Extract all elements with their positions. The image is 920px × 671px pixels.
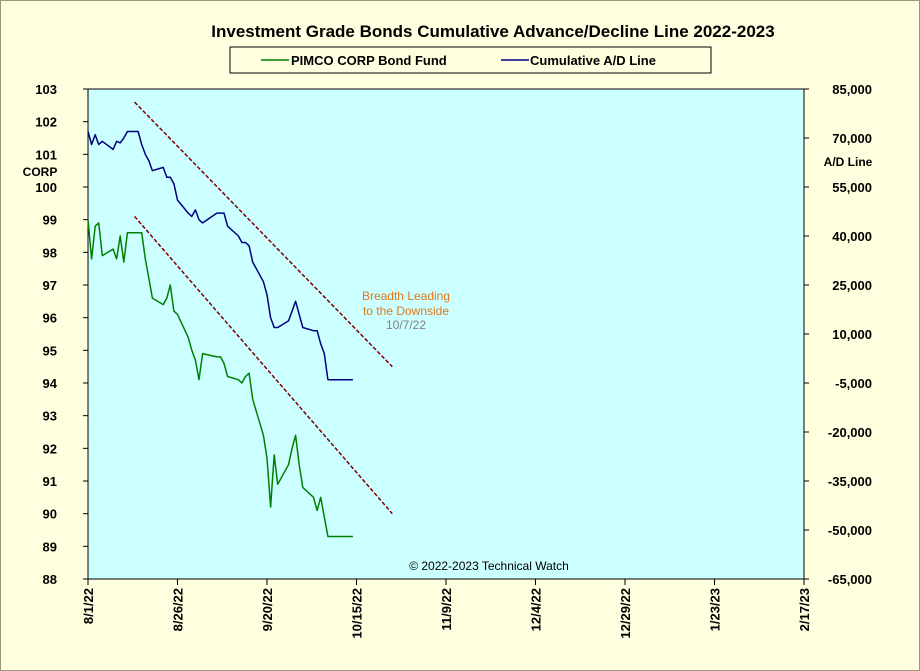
series-lines: [87, 130, 353, 538]
legend-box: [229, 46, 712, 74]
left-axis: 88 89 90 91 92 93 94 95 96 97 98 99 100 101 102 103: [35, 82, 88, 587]
left-tick-label: 95: [43, 343, 57, 358]
right-tick-label: -5,000: [835, 376, 872, 391]
series-line-pimco: [87, 219, 353, 538]
chart-title: Investment Grade Bonds Cumulative Advanc…: [211, 22, 774, 41]
left-tick-label: 100: [35, 180, 57, 195]
x-tick-label: 12/29/22: [618, 588, 633, 639]
x-tick-label: 8/1/22: [81, 588, 96, 624]
right-tick-label: 70,000: [832, 131, 872, 146]
left-tick-label: 88: [43, 572, 57, 587]
left-tick-label: 103: [35, 82, 57, 97]
left-tick-label: 89: [43, 539, 57, 554]
left-tick-label: 101: [35, 147, 57, 162]
left-tick-label: 92: [43, 441, 57, 456]
right-axis-label: A/D Line: [824, 155, 873, 169]
right-tick-label: -35,000: [828, 474, 872, 489]
left-tick-label: 98: [43, 245, 57, 260]
right-tick-label: 55,000: [832, 180, 872, 195]
right-tick-label: -65,000: [828, 572, 872, 587]
copyright-text: © 2022-2023 Technical Watch: [409, 559, 569, 573]
right-tick-label: 10,000: [832, 327, 872, 342]
right-tick-label: -20,000: [828, 425, 872, 440]
x-axis: 8/1/22 8/26/22 9/20/22 10/15/22 11/9/22 12/4/…: [81, 579, 812, 639]
legend-label-ad-line: Cumulative A/D Line: [530, 53, 656, 68]
plot-area: [87, 88, 805, 580]
x-tick-label: 10/15/22: [350, 588, 365, 639]
x-tick-label: 9/20/22: [260, 588, 275, 631]
trendlines: [133, 101, 393, 515]
series-line-ad: [87, 130, 353, 381]
x-tick-label: 1/23/23: [708, 588, 723, 631]
x-tick-label: 2/17/23: [797, 588, 812, 631]
left-tick-label: 96: [43, 311, 57, 326]
left-tick-label: 90: [43, 507, 57, 522]
left-axis-label: CORP: [23, 165, 58, 179]
right-axis: -65,000 -50,000 -35,000 -20,000 -5,000 10,000…: [804, 82, 872, 587]
left-tick-label: 93: [43, 409, 57, 424]
right-tick-label: 40,000: [832, 229, 872, 244]
trendline-right: [134, 101, 393, 368]
legend-label-pimco: PIMCO CORP Bond Fund: [291, 53, 447, 68]
left-tick-label: 94: [43, 376, 58, 391]
right-tick-label: 25,000: [832, 278, 872, 293]
annotation-date: 10/7/22: [386, 318, 426, 332]
trendline-left: [133, 215, 393, 515]
x-tick-label: 11/9/22: [439, 588, 454, 631]
x-tick-label: 12/4/22: [529, 588, 544, 631]
annotation-breadth-line1: Breadth Leading: [362, 289, 450, 303]
right-tick-label: 85,000: [832, 82, 872, 97]
x-tick-label: 8/26/22: [171, 588, 186, 631]
left-tick-label: 97: [43, 278, 57, 293]
annotation-breadth-line2: to the Downside: [363, 304, 449, 318]
right-tick-label: -50,000: [828, 523, 872, 538]
left-tick-label: 102: [35, 115, 57, 130]
legend: PIMCO CORP Bond Fund Cumulative A/D Line: [229, 46, 712, 74]
left-tick-label: 91: [43, 474, 57, 489]
left-tick-label: 99: [43, 213, 57, 228]
